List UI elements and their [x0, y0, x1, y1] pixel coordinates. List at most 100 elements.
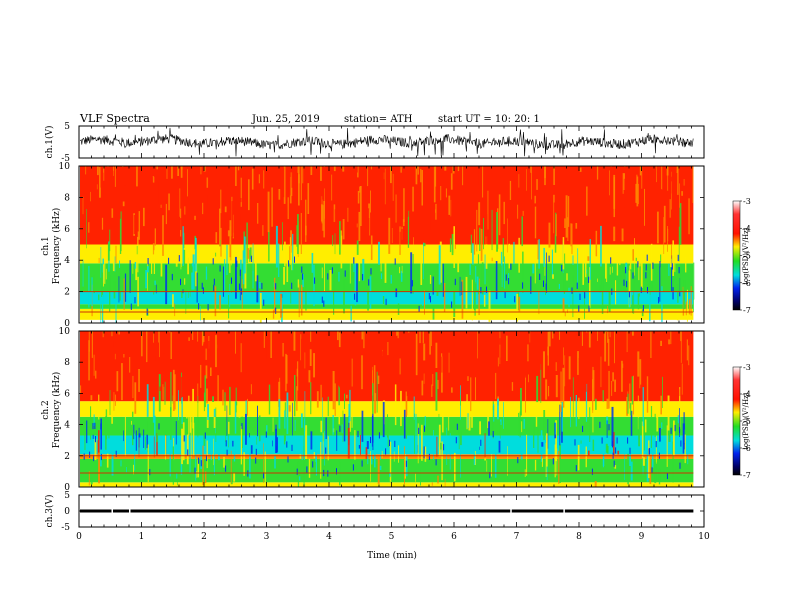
spectrogram-streak — [171, 166, 173, 179]
spectrogram-streak — [300, 284, 303, 316]
spectrogram-streak — [372, 366, 374, 396]
spectrogram-streak — [544, 166, 546, 186]
spectrogram-streak — [158, 181, 159, 204]
spectrogram-streak — [113, 166, 114, 176]
spectrogram-streak — [298, 284, 300, 318]
spectrogram-streak — [240, 259, 242, 270]
spectrogram-streak — [690, 211, 693, 242]
spectrogram-streak — [387, 419, 389, 448]
spectrogram-streak — [432, 374, 434, 386]
spectrogram-streak — [170, 372, 172, 411]
spectrogram-streak — [334, 383, 336, 416]
spectrogram-streak — [527, 344, 529, 362]
spectrogram-streak — [657, 187, 659, 194]
spectrogram-streak — [281, 297, 283, 323]
spectrogram-streak — [503, 201, 505, 225]
spectrogram-streak — [221, 192, 223, 220]
spectrogram-streak — [233, 473, 236, 482]
spectrogram-streak — [165, 203, 167, 225]
spectrogram-streak — [457, 259, 460, 273]
spectrogram-streak — [557, 355, 559, 360]
spectrogram-streak — [436, 270, 439, 296]
spectrogram-streak — [559, 404, 562, 412]
spectrogram-streak — [615, 280, 617, 305]
spectrogram-spike — [302, 273, 304, 280]
spectrogram-streak — [241, 416, 243, 448]
spectrogram-streak — [424, 290, 425, 315]
spectrogram-streak — [488, 290, 491, 322]
spectrogram-streak — [300, 213, 302, 254]
spectrogram-streak — [275, 428, 277, 453]
spectrogram-streak — [483, 218, 484, 250]
spectrogram-streak — [290, 230, 292, 253]
spectrogram-streak — [147, 263, 148, 291]
y-tick-label: 5 — [64, 122, 70, 132]
spectrogram-streak — [215, 335, 217, 368]
spectrogram-streak — [678, 226, 680, 262]
spectrogram-streak — [536, 375, 539, 403]
spectrogram-streak — [454, 452, 456, 482]
spectrogram-streak — [93, 414, 95, 426]
spectrogram-streak — [394, 384, 397, 426]
spectrogram-streak — [369, 166, 371, 168]
spectrogram-streak — [530, 166, 532, 173]
spectrogram-streak — [185, 283, 187, 314]
spectrogram-streak — [445, 188, 447, 198]
spectrogram-streak — [141, 167, 143, 176]
spectrogram-streak — [349, 389, 351, 422]
spectrogram-streak — [408, 331, 410, 333]
spectrogram-streak — [250, 445, 253, 454]
spectrogram-streak — [656, 410, 659, 432]
spectrogram-streak — [217, 375, 219, 417]
spectrogram-streak — [88, 265, 90, 308]
spectrogram-streak — [352, 331, 354, 354]
spectrogram-streak — [238, 172, 240, 184]
spectrogram-streak — [101, 272, 104, 297]
spectrogram-spike — [514, 296, 516, 303]
spectrogram-streak — [662, 376, 663, 408]
spectrogram-streak — [177, 473, 178, 486]
spectrogram-spike — [225, 465, 227, 472]
ch1-waveform-panel: 5 -5 — [61, 122, 705, 164]
spectrogram-spike — [83, 453, 85, 460]
spectrogram-spike — [658, 297, 660, 304]
spectrogram-streak — [192, 331, 194, 340]
spectrogram-streak — [426, 374, 428, 394]
spectrogram-streak — [209, 331, 211, 340]
x-tick-label: 4 — [326, 532, 332, 542]
spectrogram-streak — [602, 348, 604, 366]
spectrogram-streak — [630, 461, 633, 481]
spectrogram-streak — [287, 197, 289, 220]
spectrogram-streak — [354, 430, 356, 460]
spectrogram-streak — [230, 467, 233, 485]
spectrogram-streak — [484, 433, 486, 459]
spectrogram-streak — [121, 363, 123, 401]
spectrogram-streak — [227, 230, 230, 237]
spectrogram-streak — [202, 331, 205, 342]
spectrogram-streak — [570, 173, 572, 177]
spectrogram-streak — [409, 166, 411, 184]
spectrogram-streak — [500, 357, 503, 368]
spectrogram-streak — [82, 196, 84, 215]
spectrogram-streak — [277, 340, 279, 371]
spectrogram-streak — [111, 411, 113, 424]
spectrogram-spike — [204, 432, 206, 439]
spectrogram-spike — [679, 462, 681, 469]
spectrogram-streak — [201, 331, 204, 346]
spectrogram-streak — [356, 166, 358, 173]
spectrogram-streak — [532, 264, 535, 274]
spectrogram-streak — [233, 439, 236, 462]
spectrogram-streak — [670, 331, 672, 345]
spectrogram-streak — [585, 369, 587, 392]
spectrogram-streak — [403, 409, 406, 439]
spectrogram-spike — [327, 273, 329, 280]
spectrogram-streak — [305, 425, 308, 459]
spectrogram-streak — [362, 258, 365, 281]
spectrogram-streak — [402, 219, 405, 226]
spectrogram-streak — [666, 425, 668, 467]
spectrogram-streak — [245, 166, 247, 170]
spectrogram-spike — [394, 440, 396, 447]
spectrogram-streak — [301, 413, 303, 428]
spectrogram-streak — [336, 366, 338, 387]
spectrogram-streak — [522, 210, 524, 216]
